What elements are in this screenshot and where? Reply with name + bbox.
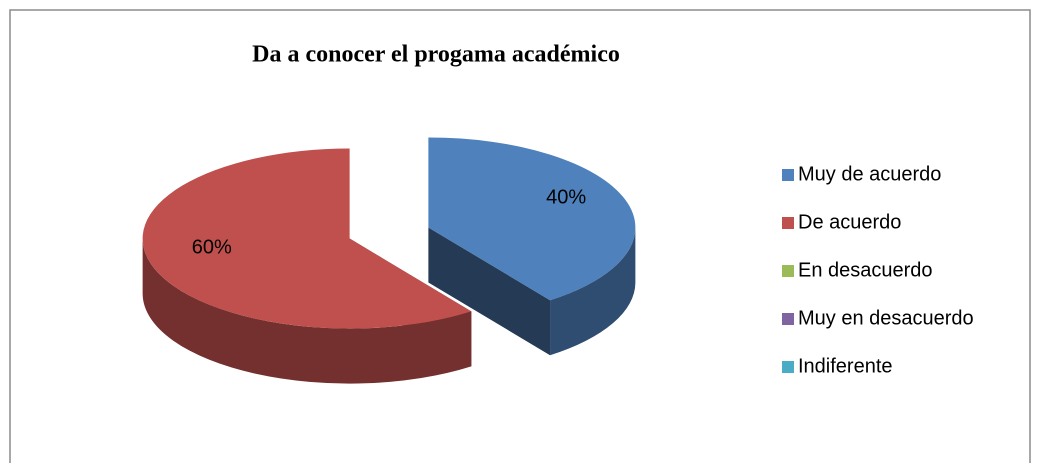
data-label: 40% <box>546 186 586 208</box>
chart-frame <box>9 9 1031 463</box>
legend-label: Muy en desacuerdo <box>798 307 974 329</box>
legend-swatch <box>782 169 794 181</box>
slice-side <box>142 238 472 384</box>
slice-side <box>550 227 636 356</box>
pie-slice <box>142 148 472 384</box>
legend-swatch <box>782 361 794 373</box>
legend-swatch <box>782 265 794 277</box>
legend-label: Muy de acuerdo <box>798 163 941 185</box>
slice-top <box>428 137 636 301</box>
chart-title: Da a conocer el progama académico <box>252 42 620 68</box>
slice-wall <box>428 227 551 356</box>
legend-swatch <box>782 313 794 325</box>
slice-top <box>142 148 472 329</box>
pie-slice <box>428 137 636 356</box>
legend-label: Indiferente <box>798 355 893 377</box>
legend-swatch <box>782 217 794 229</box>
legend-label: De acuerdo <box>798 211 901 233</box>
data-label: 60% <box>192 236 232 258</box>
legend-label: En desacuerdo <box>798 259 933 281</box>
